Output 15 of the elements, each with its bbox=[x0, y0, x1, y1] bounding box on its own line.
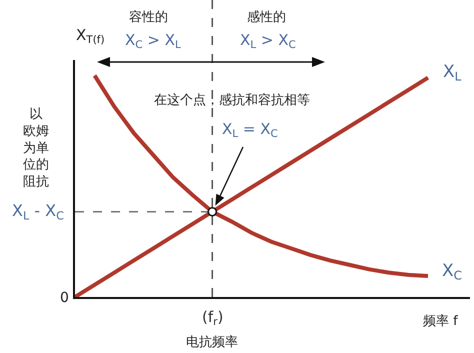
text: 感性的 bbox=[247, 10, 286, 25]
x-axis-title: 频率 f bbox=[423, 313, 458, 329]
annotation: X$_{L}$ = X$_{C}$ bbox=[222, 120, 278, 140]
ref-line-label: X$_{L}$ - X$_{C}$ bbox=[12, 201, 64, 222]
text: (f$_{r}$) bbox=[202, 308, 224, 328]
text: 以欧姆为单位的阻抗 bbox=[23, 107, 49, 190]
y-axis-title: X$_{T(f)}$ bbox=[76, 26, 105, 46]
annotation: 0 bbox=[60, 290, 69, 306]
annotation: 在这个点，感抗和容抗相等 bbox=[154, 92, 310, 108]
series-label: X$_{L}$ bbox=[443, 62, 462, 84]
text: X$_{L}$ > X$_{C}$ bbox=[240, 31, 296, 52]
text: X$_{C}$ > X$_{L}$ bbox=[125, 31, 182, 52]
series-label: X$_{C}$ bbox=[442, 261, 462, 283]
text: 容性的 bbox=[129, 9, 168, 25]
text: 电抗频率 bbox=[186, 334, 238, 350]
